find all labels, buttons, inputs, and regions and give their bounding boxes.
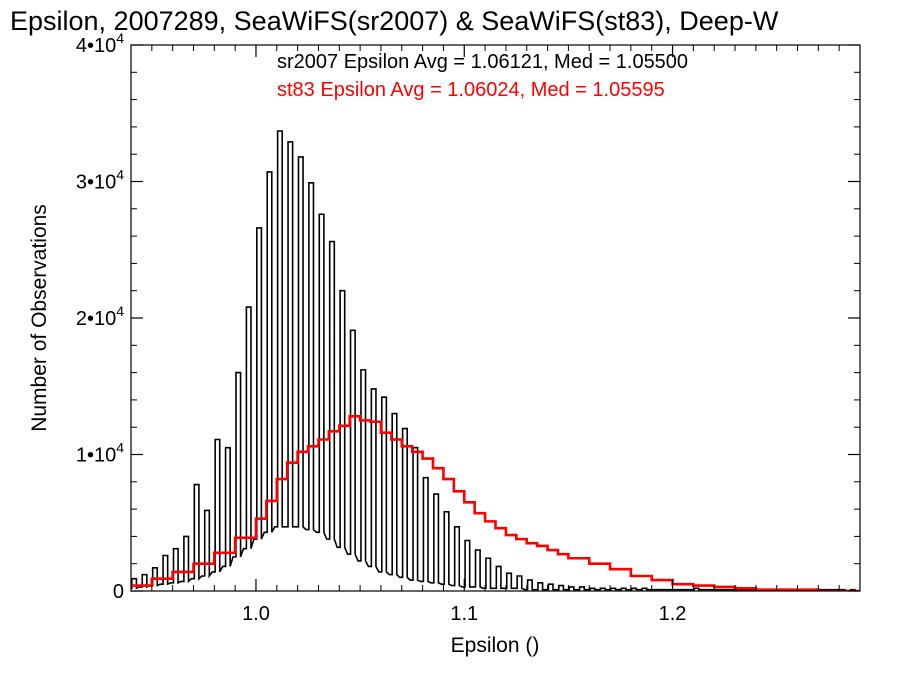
series-sr2007-histogram <box>131 130 860 591</box>
y-tick-label: 1•104 <box>76 440 124 467</box>
chart-title: Epsilon, 2007289, SeaWiFS(sr2007) & SeaW… <box>10 6 779 36</box>
x-tick-label: 1.1 <box>450 603 478 625</box>
axis-ticks: 1.0 1.1 1.2 0 1•104 2•104 3•104 4•104 <box>76 30 861 625</box>
y-axis-label: Number of Observations <box>28 204 51 432</box>
y-tick-label: 4•104 <box>76 30 124 57</box>
y-tick-label: 3•104 <box>76 167 124 194</box>
y-tick-label: 0 <box>113 581 124 603</box>
x-tick-label: 1.2 <box>659 603 687 625</box>
series-stat-sr2007: sr2007 Epsilon Avg = 1.06121, Med = 1.05… <box>277 51 688 73</box>
plot-area <box>131 130 860 591</box>
series-st83-curve <box>131 414 860 591</box>
x-axis-label: Epsilon () <box>451 634 540 657</box>
series-stat-st83: st83 Epsilon Avg = 1.06024, Med = 1.0559… <box>277 79 665 101</box>
y-tick-label: 2•104 <box>76 303 124 330</box>
x-tick-label: 1.0 <box>242 603 270 625</box>
